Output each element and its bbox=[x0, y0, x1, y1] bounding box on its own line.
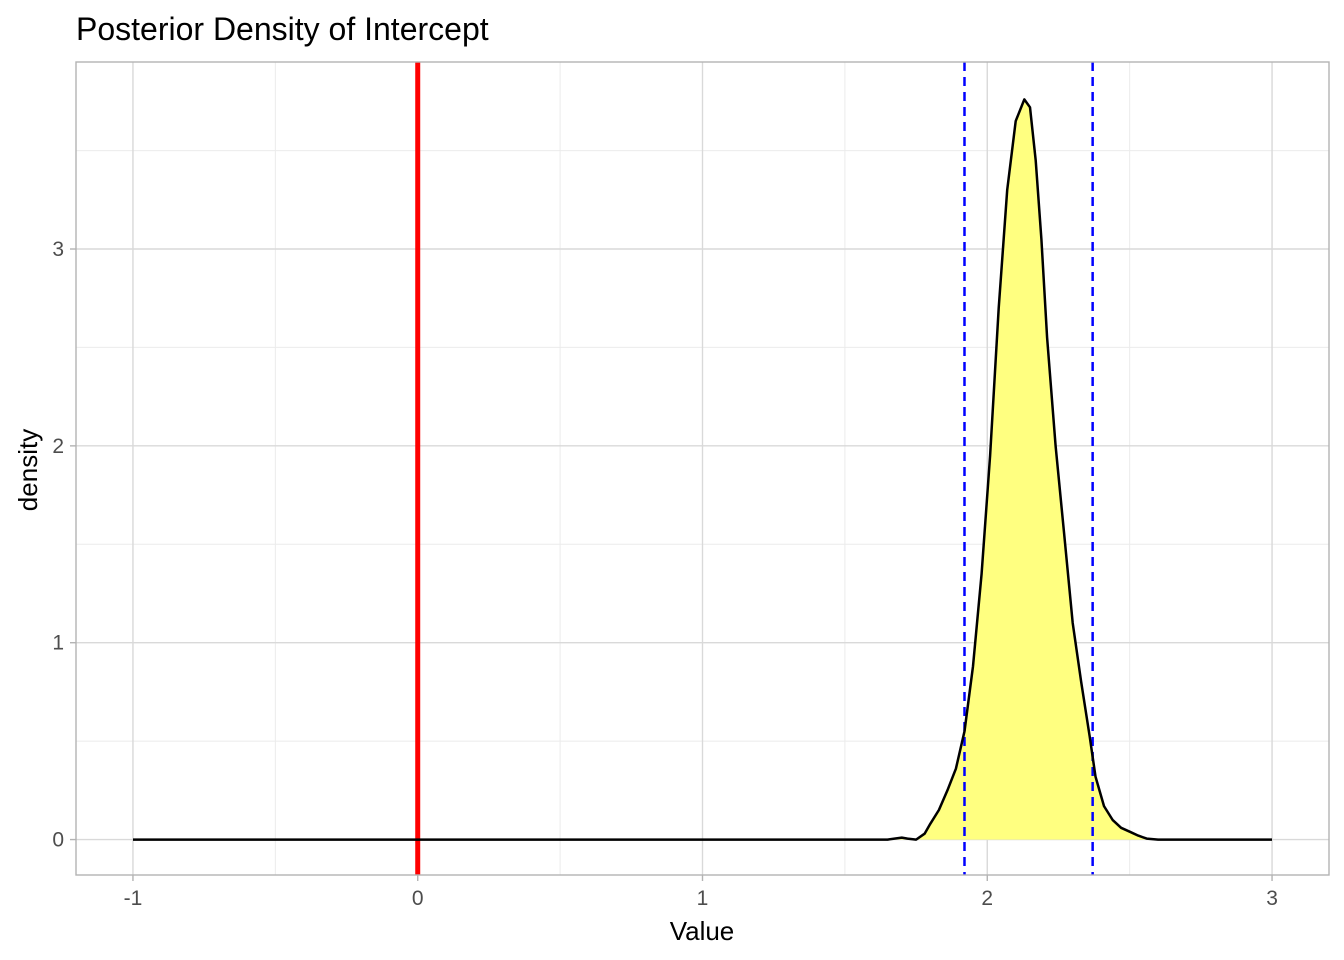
density-line bbox=[133, 98, 1272, 841]
x-tick-label: -1 bbox=[124, 887, 143, 910]
y-axis-ticks: 0 1 2 3 bbox=[52, 238, 76, 852]
y-tick-label: 1 bbox=[52, 632, 64, 655]
density-area bbox=[133, 99, 1272, 840]
x-tick-label: 3 bbox=[1266, 887, 1278, 910]
y-tick-label: 2 bbox=[52, 435, 64, 458]
y-axis-label: density bbox=[13, 429, 43, 511]
x-tick-label: 2 bbox=[981, 887, 993, 910]
y-tick-label: 3 bbox=[52, 238, 64, 261]
x-axis-ticks: -1 0 1 2 3 bbox=[124, 875, 1278, 910]
y-tick-label: 0 bbox=[52, 829, 64, 852]
chart-title: Posterior Density of Intercept bbox=[76, 11, 489, 47]
x-tick-label: 0 bbox=[412, 887, 424, 910]
x-tick-label: 1 bbox=[697, 887, 709, 910]
reference-lines bbox=[415, 62, 1094, 875]
grid-major bbox=[76, 62, 1329, 875]
x-axis-label: Value bbox=[670, 916, 735, 946]
